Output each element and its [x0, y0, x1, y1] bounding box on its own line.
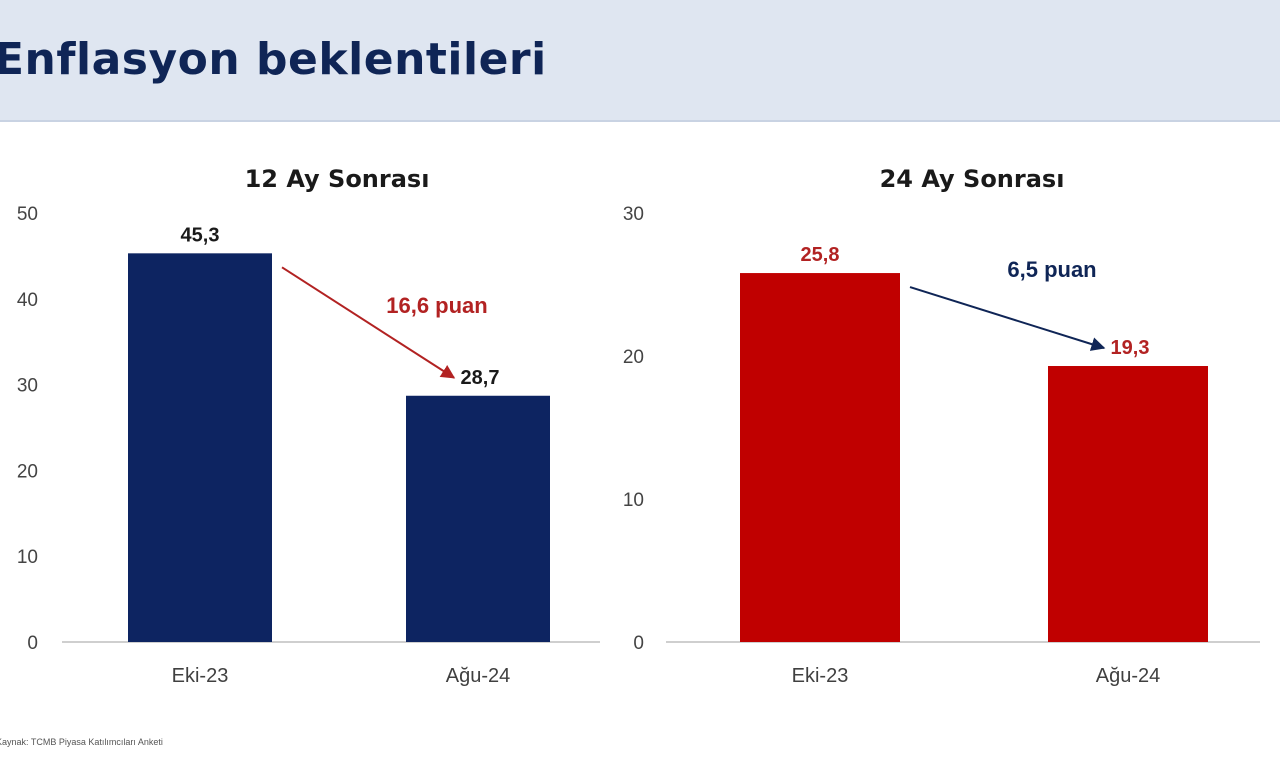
- source-note: Kaynak: TCMB Piyasa Katılımcıları Anketi: [0, 737, 163, 747]
- chart-title: 24 Ay Sonrası: [880, 165, 1065, 193]
- y-tick-label: 30: [623, 204, 644, 225]
- data-label: 28,7: [461, 367, 500, 389]
- bar: [740, 273, 900, 642]
- change-arrow: [281, 266, 456, 379]
- data-label: 19,3: [1111, 337, 1150, 359]
- y-tick-label: 20: [623, 347, 644, 368]
- page-title: Enflasyon beklentileri: [0, 34, 547, 85]
- bar: [128, 253, 272, 643]
- chart-title: 12 Ay Sonrası: [245, 165, 430, 193]
- data-label: 25,8: [801, 244, 840, 266]
- bar: [406, 395, 550, 642]
- y-tick-label: 10: [623, 490, 644, 511]
- y-tick-label: 0: [633, 633, 644, 654]
- y-tick-label: 10: [17, 547, 38, 568]
- y-tick-label: 30: [17, 376, 38, 397]
- change-arrow: [909, 286, 1106, 351]
- y-tick-label: 0: [27, 633, 38, 654]
- x-tick-label: Eki-23: [792, 665, 849, 687]
- y-tick-label: 20: [17, 461, 38, 482]
- header-band: Enflasyon beklentileri: [0, 0, 1280, 122]
- bar: [1048, 366, 1208, 642]
- x-tick-label: Ağu-24: [1096, 665, 1161, 687]
- x-tick-label: Ağu-24: [446, 665, 511, 687]
- y-tick-label: 40: [17, 290, 38, 311]
- data-label: 45,3: [181, 224, 220, 246]
- x-tick-label: Eki-23: [172, 665, 229, 687]
- change-annotation: 16,6 puan: [386, 293, 487, 318]
- change-annotation: 6,5 puan: [1007, 257, 1096, 282]
- y-tick-label: 50: [17, 204, 38, 225]
